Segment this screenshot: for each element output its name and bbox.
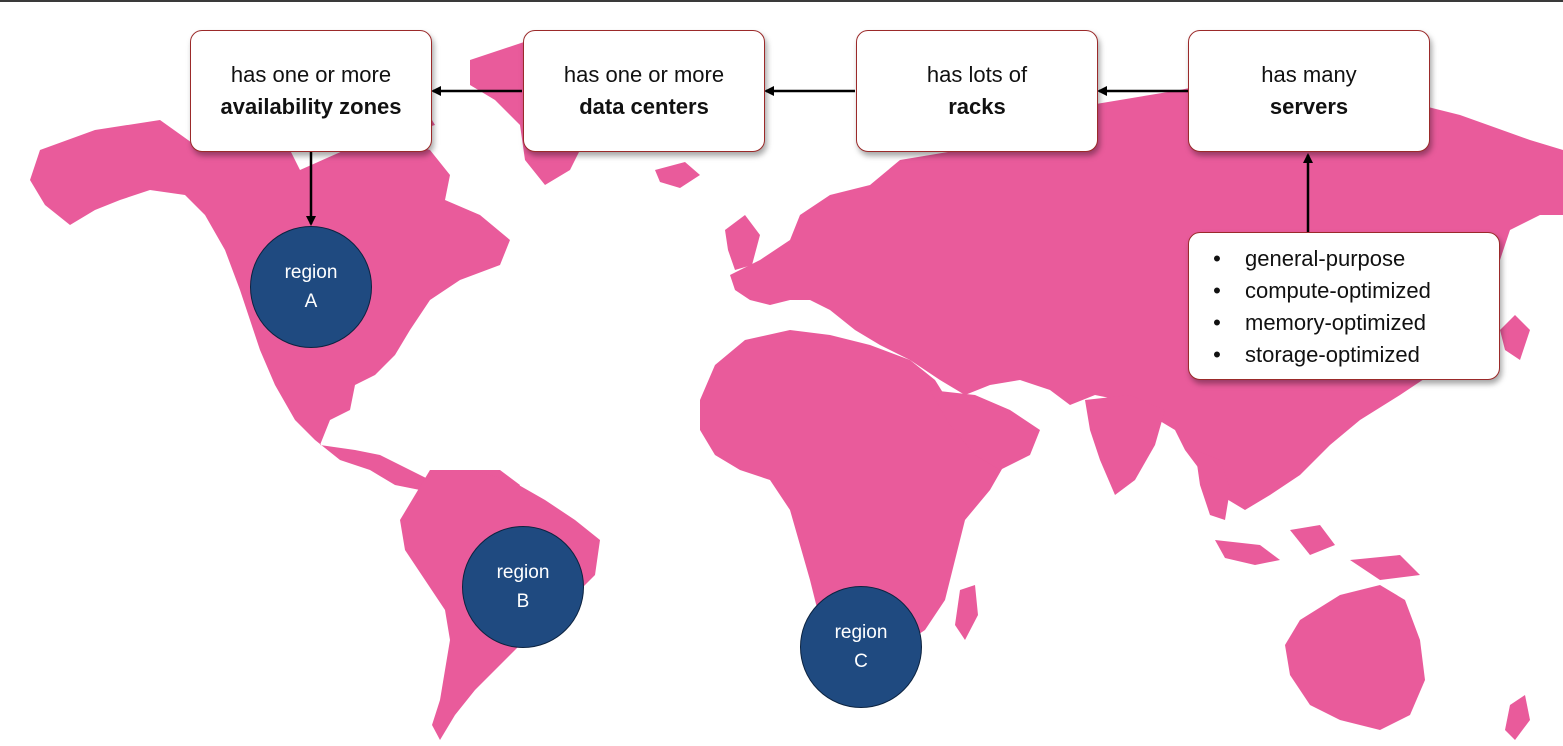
- server-type-item: • general-purpose: [1207, 243, 1499, 275]
- server-type-label: general-purpose: [1245, 246, 1406, 271]
- region-b-letter: B: [516, 591, 530, 612]
- server-types-box: • general-purpose • compute-optimized • mem…: [1188, 232, 1500, 380]
- data-centers-line2: data centers: [579, 94, 709, 119]
- region-c-word: region: [834, 622, 888, 643]
- region-c-letter: C: [854, 651, 868, 672]
- racks-box: has lots of racks: [856, 30, 1098, 152]
- indonesia-2: [1290, 525, 1335, 555]
- africa: [700, 330, 1010, 660]
- arabia: [930, 390, 1040, 470]
- indonesia-1: [1215, 540, 1280, 565]
- racks-line2: racks: [948, 94, 1006, 119]
- availability-zones-line2: availability zones: [220, 94, 402, 119]
- region-b-circle: region B: [462, 526, 584, 648]
- new-zealand: [1505, 695, 1530, 740]
- region-a-letter: A: [304, 291, 318, 312]
- iceland: [655, 162, 700, 188]
- server-type-item: • storage-optimized: [1207, 339, 1499, 371]
- servers-line2: servers: [1269, 94, 1349, 119]
- bullet: •: [1213, 342, 1221, 367]
- bullet: •: [1213, 310, 1221, 335]
- japan: [1500, 315, 1530, 360]
- region-a-word: region: [284, 262, 338, 283]
- servers-box: has many servers: [1188, 30, 1430, 152]
- server-type-label: memory-optimized: [1245, 310, 1426, 335]
- region-a-circle: region A: [250, 226, 372, 348]
- region-c-circle: region C: [800, 586, 922, 708]
- british-isles: [725, 215, 760, 270]
- server-types-list: • general-purpose • compute-optimized • mem…: [1207, 243, 1499, 371]
- eurasia: [730, 75, 1563, 510]
- server-type-label: compute-optimized: [1245, 278, 1431, 303]
- madagascar: [955, 585, 978, 640]
- indonesia-3: [1350, 555, 1420, 580]
- servers-line1: has many: [1261, 62, 1357, 87]
- india: [1085, 395, 1165, 495]
- australia: [1285, 585, 1425, 730]
- top-border: [0, 0, 1563, 2]
- bullet: •: [1213, 246, 1221, 271]
- server-type-label: storage-optimized: [1245, 342, 1420, 367]
- server-type-item: • memory-optimized: [1207, 307, 1499, 339]
- bullet: •: [1213, 278, 1221, 303]
- data-centers-box: has one or more data centers: [523, 30, 765, 152]
- data-centers-line1: has one or more: [563, 62, 725, 87]
- region-b-word: region: [496, 562, 550, 583]
- server-type-item: • compute-optimized: [1207, 275, 1499, 307]
- availability-zones-box: has one or more availability zones: [190, 30, 432, 152]
- racks-line1: has lots of: [926, 62, 1028, 87]
- availability-zones-line1: has one or more: [230, 62, 392, 87]
- se-asia: [1195, 450, 1230, 520]
